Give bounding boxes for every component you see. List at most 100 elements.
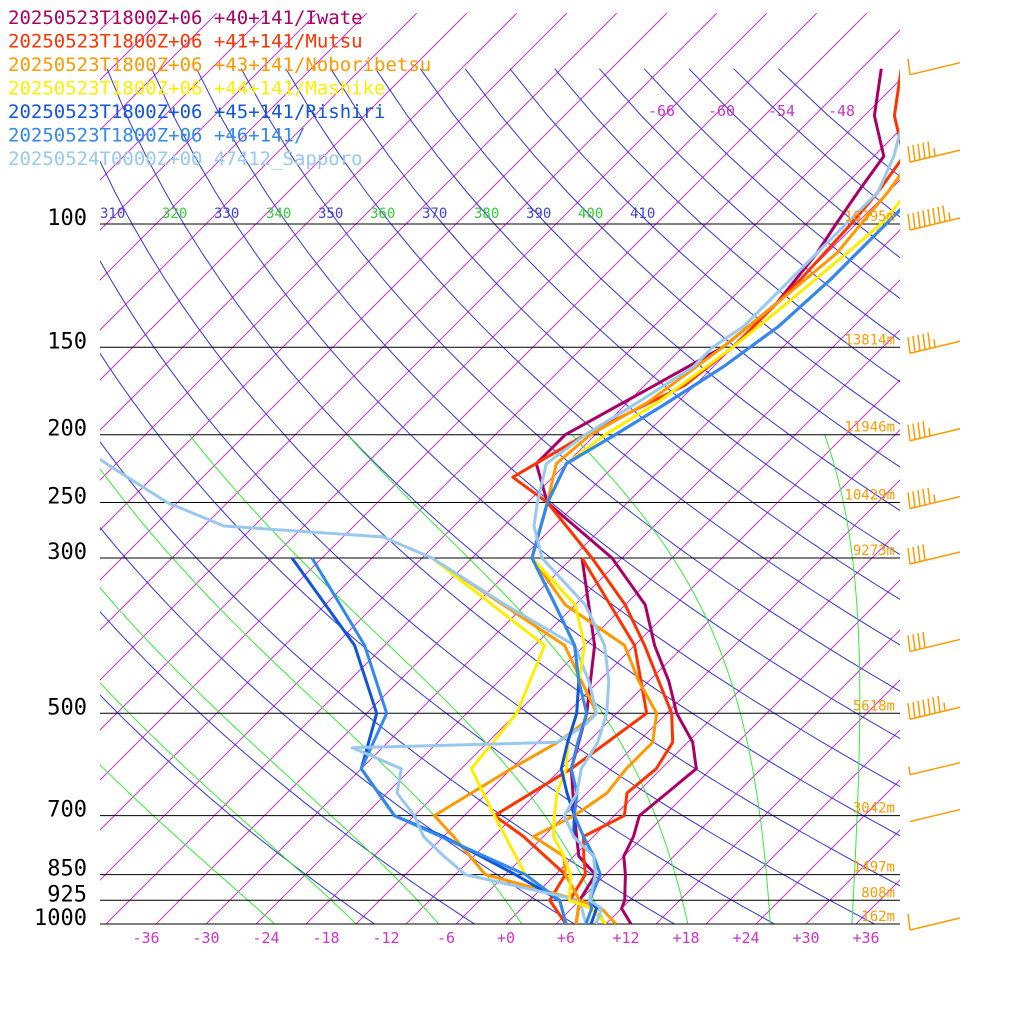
isotherm-line [505,529,900,924]
legend-entry: 20250524T0000Z+00 47412_Sapporo [8,148,363,170]
upper-temperature-label: -66 [648,102,675,120]
legend-entry: 20250523T1800Z+06 +41+141/Mutsu [8,31,363,53]
isotherm-line [956,13,1024,924]
isotherm-line [805,829,900,924]
wind-barb-flag [922,544,926,561]
theta-label: 340 [266,206,291,222]
wind-barb-flag [912,423,916,440]
moist-adiabat-line [100,587,440,924]
legend-entry: 20250523T1800Z+06 +46+141/ [8,125,305,147]
theta-label: 360 [370,206,395,222]
pressure-tick-label: 150 [47,329,87,354]
isotherm-line [100,12,268,181]
legend: 20250523T1800Z+06 +40+141/Iwate20250523T… [8,7,431,170]
temperature-line [530,172,900,924]
wind-barb-half-flag [908,766,911,775]
wind-barb-flag [927,487,931,504]
isotherm-line [705,729,900,924]
wind-barb-flag [927,141,931,158]
pressure-tick-label: 100 [47,206,87,231]
dry-adiabat-line [100,160,900,887]
wind-barb-staff [909,551,961,565]
wind-barb-half-flag [933,148,936,157]
pressure-tick-label: 850 [47,857,87,882]
wind-barb-half-flag [933,494,936,503]
pressure-tick-label: 200 [47,417,87,442]
isotherm-line [100,12,418,331]
pressure-tick-label: 925 [47,882,87,907]
temperature-line [530,207,900,924]
isotherm-line [100,12,668,581]
wind-barb-flag [912,701,916,719]
wind-barb-flag [917,632,921,650]
wind-barb [907,487,961,510]
wind-barb-flag [922,210,926,227]
temperature-tick-label: -24 [252,929,279,947]
height-label: 3042m [853,801,895,817]
wind-barb-flag [907,913,911,931]
wind-barb-flag [937,695,941,713]
dry-adiabat-line [285,68,900,646]
isotherm-line [100,12,768,681]
temperature-line [511,68,900,924]
background-lines [100,12,1024,924]
profile-lines [100,68,900,924]
wind-barb-half-flag [928,427,931,437]
wind-barb [907,58,961,76]
theta-label: 410 [630,206,655,222]
wind-barb [909,808,961,823]
isotherm-line [100,12,368,281]
wind-barb-half-flag [943,702,946,711]
temperature-tick-label: +36 [852,929,879,947]
moist-adiabat-line [824,434,861,924]
height-label: 5618m [853,698,895,714]
dry-adiabat-line [100,259,875,924]
dry-adiabat-line [778,68,900,178]
theta-label: 400 [578,206,603,222]
wind-barb-flag [912,491,916,508]
wind-barb-flag [912,144,916,162]
height-label: 11946m [844,420,895,436]
theta-label: 370 [422,206,447,222]
wind-barb-flag [907,635,911,652]
dry-adiabat-line [100,440,675,924]
wind-barb-flag [932,697,936,714]
dewpoint-line [100,457,599,924]
wind-barb-staff [909,917,961,931]
wind-barb-staff [909,808,961,823]
height-label: 1497m [853,860,895,876]
dewpoint-line [431,556,568,924]
isotherm-line [100,12,618,531]
wind-barb-staff [909,427,961,442]
dry-adiabat-line [100,610,475,924]
temperature-tick-label: +18 [672,929,699,947]
wind-barb-half-flag [933,339,936,348]
wind-barb-flag [912,335,916,353]
theta-label: 330 [214,206,239,222]
wind-barb-flag [907,424,911,441]
isotherm-line [205,229,900,924]
isobars [100,223,900,925]
dry-adiabat-line [509,68,900,425]
temperature-tick-label: -12 [372,929,399,947]
dry-adiabat-line [100,694,375,924]
dry-adiabat-line [464,68,900,468]
temperature-tick-label: -30 [192,929,219,947]
isotherm-line [100,12,718,631]
wind-barb-flag [922,333,926,350]
pressure-tick-label: 700 [47,798,87,823]
dry-adiabat-line [240,68,900,692]
upper-temperature-label: -48 [828,102,855,120]
pressure-tick-label: 1000 [34,906,87,931]
isotherm-line [655,679,900,924]
wind-barb-flag [922,631,926,648]
wind-barb [907,631,961,653]
legend-entry: 20250523T1800Z+06 +44+141/Mashike [8,78,386,100]
wind-barb [907,141,961,163]
isotherm-line [555,579,900,924]
wind-barb-flag [917,700,921,717]
dry-adiabat-line [100,526,575,924]
wind-barb-flag [922,142,926,159]
wind-barb-staff [909,761,961,776]
wind-barb-flag [912,634,916,651]
